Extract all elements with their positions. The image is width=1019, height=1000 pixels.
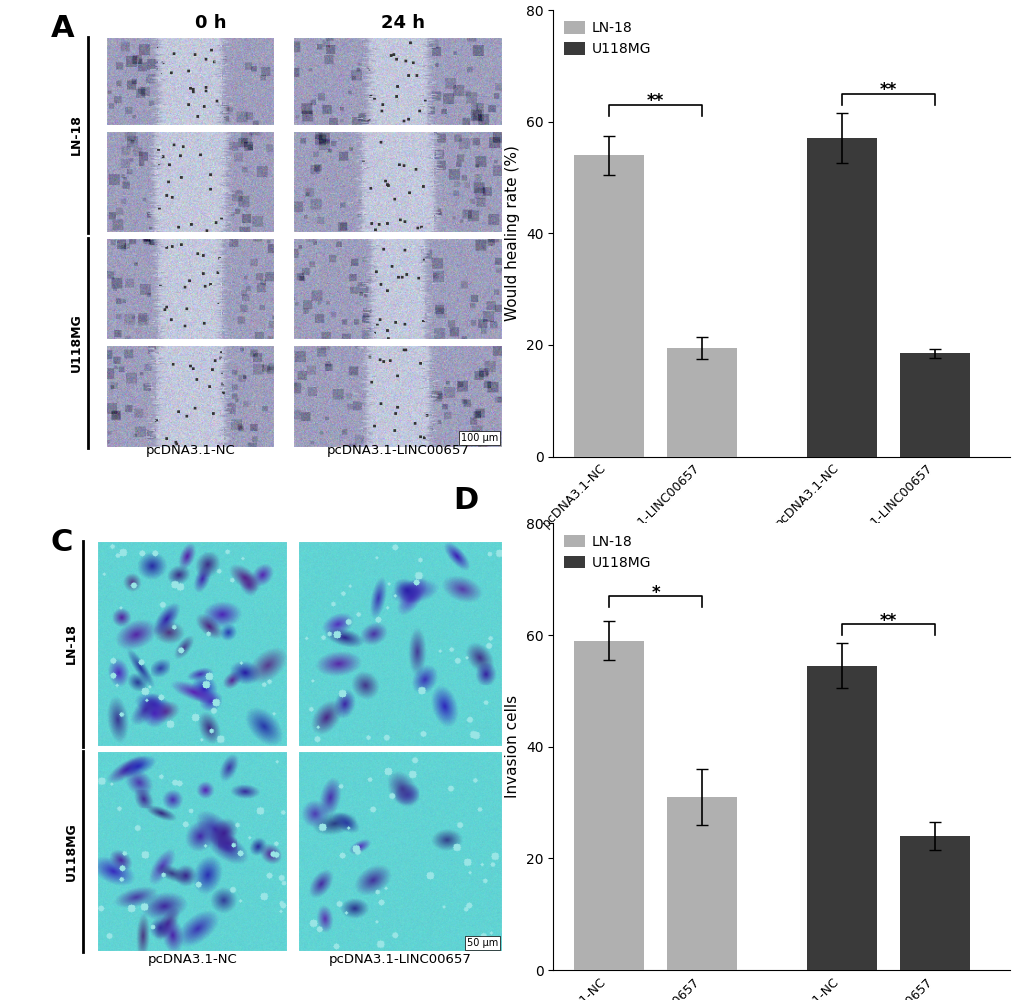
Bar	[292, 37, 502, 126]
Bar	[106, 238, 274, 340]
Bar	[106, 37, 274, 126]
Text: 24 h: 24 h	[380, 14, 424, 32]
Text: LN-18: LN-18	[69, 115, 83, 155]
Bar	[666, 348, 737, 457]
Bar	[97, 751, 288, 952]
Text: U118MG: U118MG	[69, 313, 83, 372]
Y-axis label: Would healing rate (%): Would healing rate (%)	[504, 145, 520, 321]
Bar	[106, 345, 274, 448]
Bar	[666, 797, 737, 970]
Text: A: A	[51, 14, 74, 43]
Bar	[298, 751, 502, 952]
Text: **: **	[879, 612, 897, 630]
Text: **: **	[879, 81, 897, 99]
Text: pcDNA3.1-NC: pcDNA3.1-NC	[146, 444, 235, 457]
Text: D: D	[452, 486, 478, 515]
Bar	[292, 345, 502, 448]
Bar	[106, 131, 274, 233]
Legend: LN-18, U118MG: LN-18, U118MG	[559, 17, 655, 60]
Text: **: **	[646, 92, 663, 110]
Bar	[900, 353, 969, 457]
Text: pcDNA3.1-LINC00657: pcDNA3.1-LINC00657	[328, 953, 471, 966]
Text: pcDNA3.1-LINC00657: pcDNA3.1-LINC00657	[326, 444, 469, 457]
Bar	[292, 131, 502, 233]
Bar	[900, 836, 969, 970]
Text: LN-18: LN-18	[65, 624, 78, 664]
Text: U118MG: U118MG	[65, 822, 78, 881]
Text: B: B	[452, 0, 476, 1]
Bar	[292, 238, 502, 340]
Y-axis label: Invasion cells: Invasion cells	[504, 695, 520, 798]
Legend: LN-18, U118MG: LN-18, U118MG	[559, 530, 655, 574]
Text: 50 μm: 50 μm	[467, 938, 498, 948]
Text: 0 h: 0 h	[195, 14, 226, 32]
Text: C: C	[51, 528, 73, 557]
Bar	[97, 541, 288, 747]
Bar	[806, 666, 876, 970]
Text: pcDNA3.1-NC: pcDNA3.1-NC	[148, 953, 237, 966]
Bar	[806, 138, 876, 457]
Bar	[574, 641, 643, 970]
Text: *: *	[651, 584, 659, 602]
Text: 100 μm: 100 μm	[461, 433, 498, 443]
Bar	[574, 155, 643, 457]
Bar	[298, 541, 502, 747]
